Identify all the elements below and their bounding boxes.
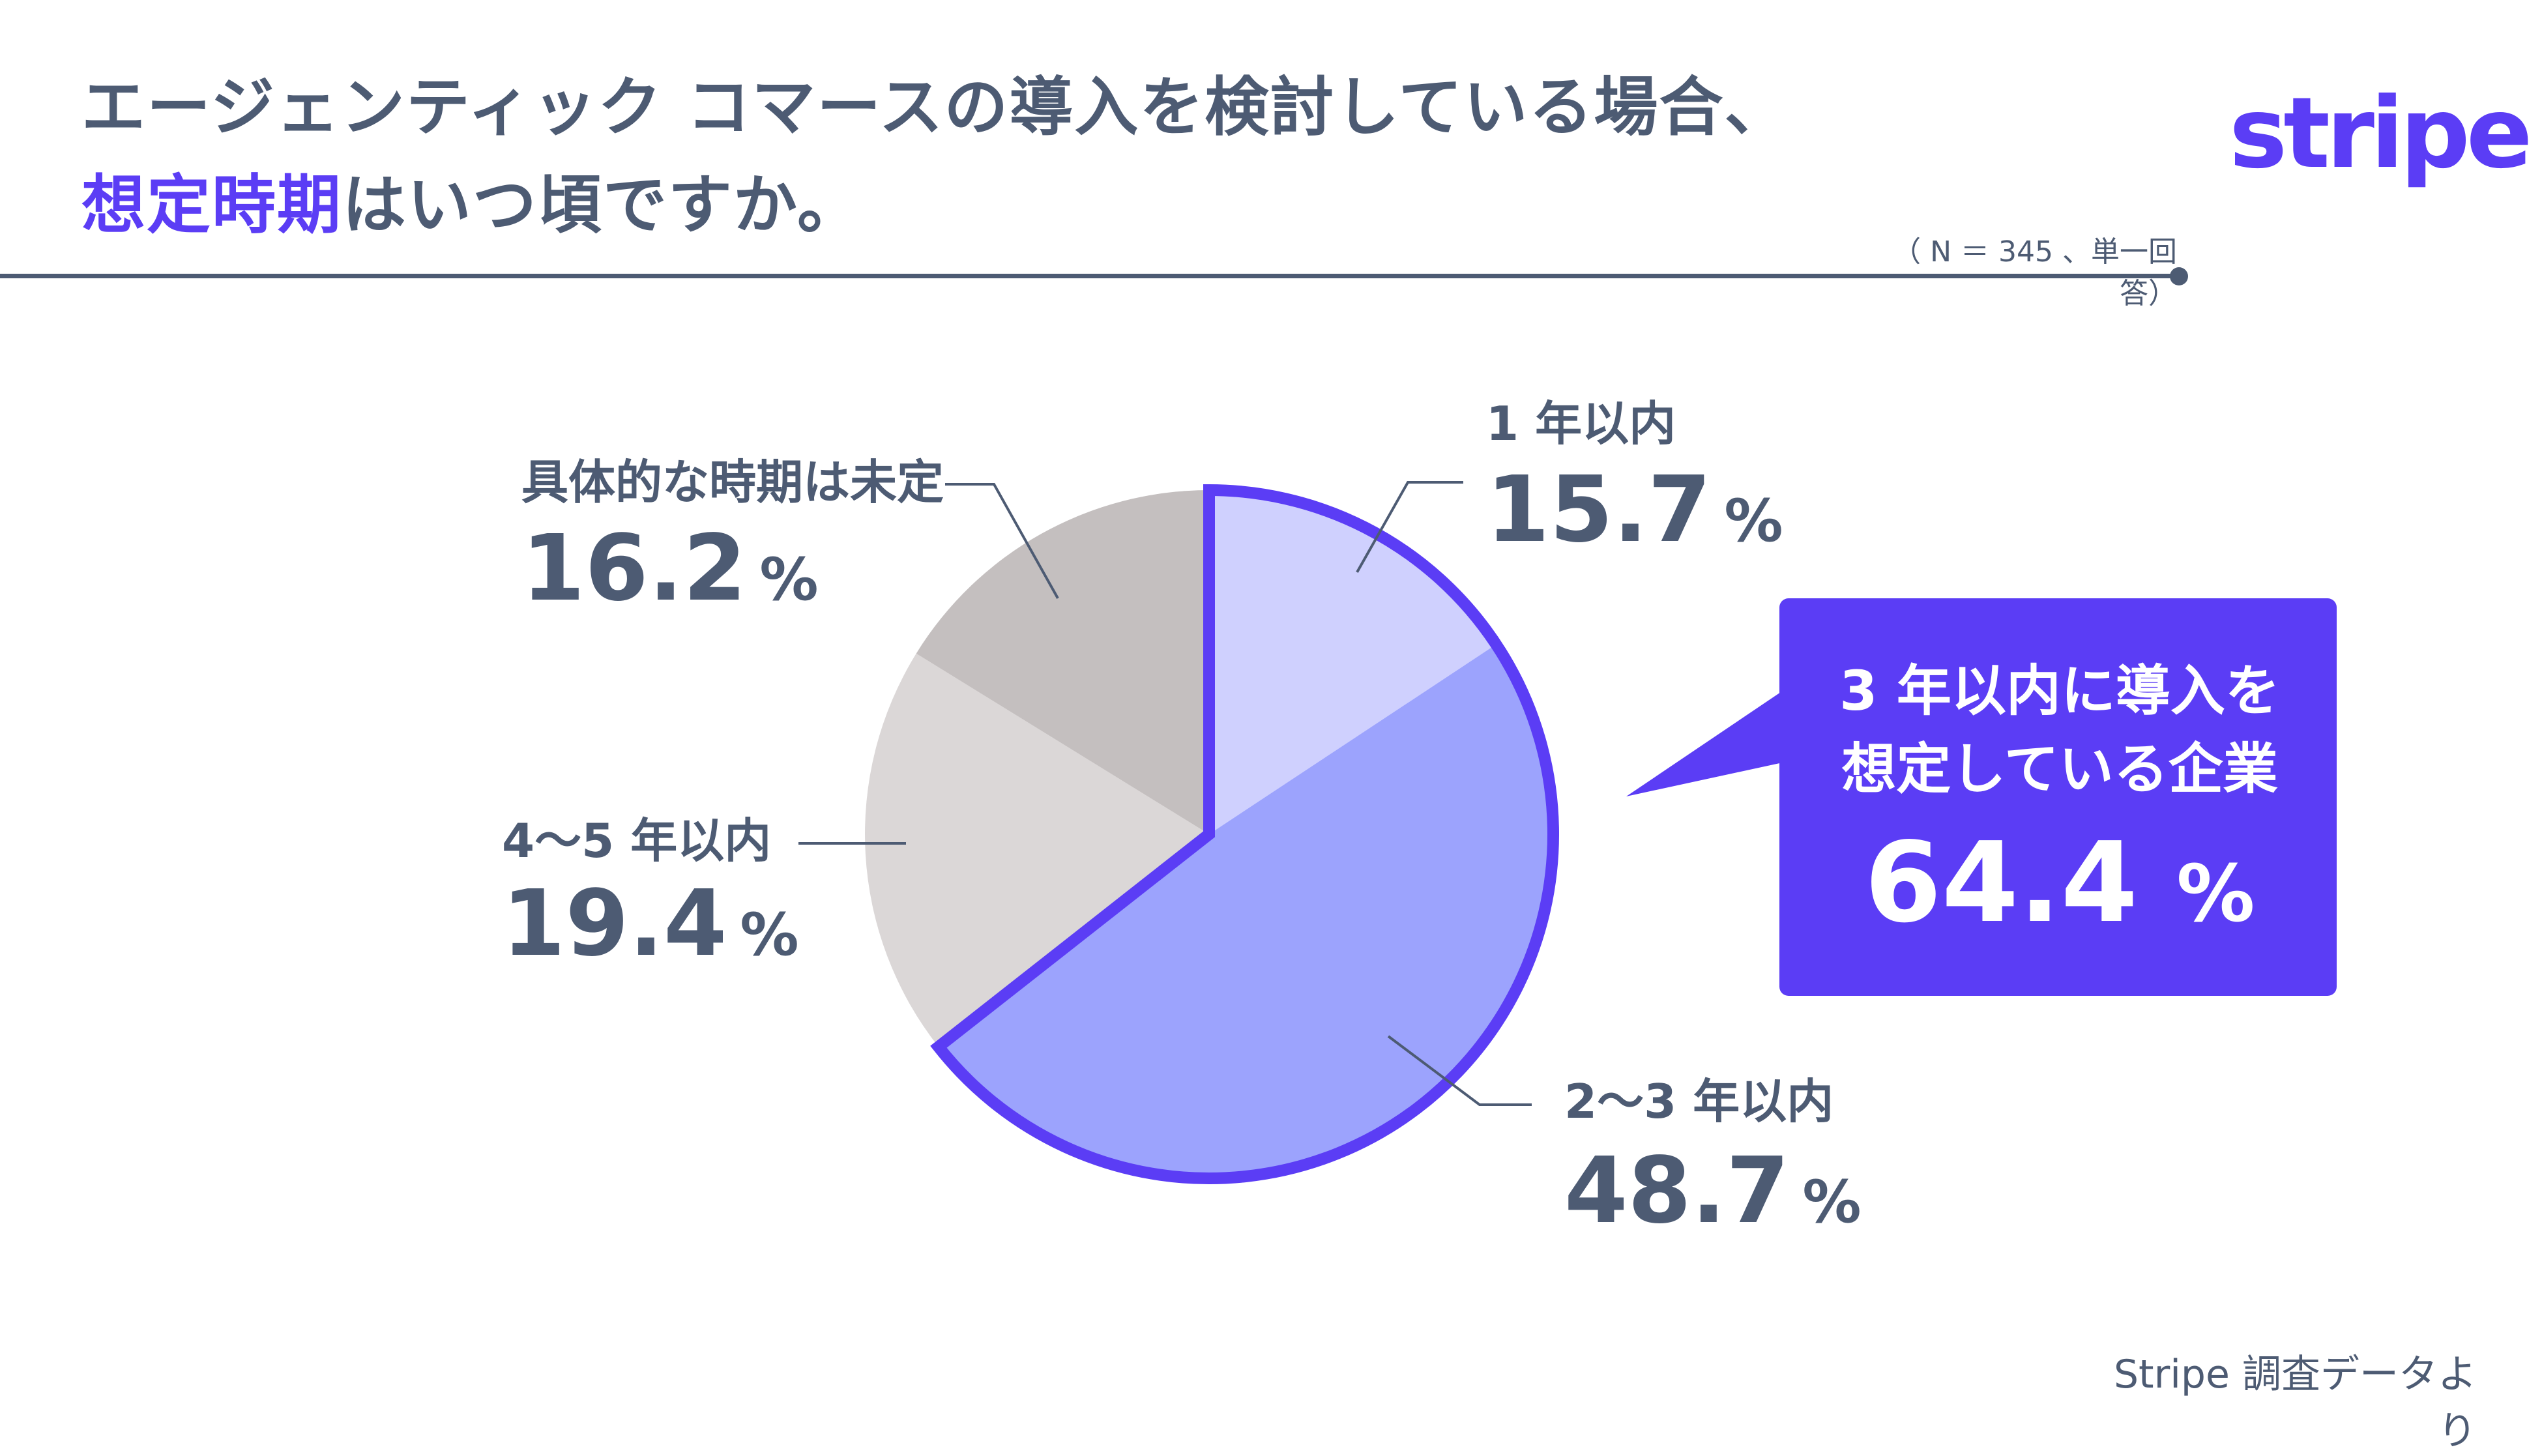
pie-slice-undecided bbox=[916, 490, 1209, 834]
stripe-logo: stripe bbox=[2229, 77, 2532, 190]
divider-end-dot bbox=[2170, 267, 2188, 285]
highlight-outline bbox=[930, 484, 1559, 1184]
slice-label-within-1-year: 1 年以内 bbox=[1486, 396, 1676, 451]
slice-value-within-4-5-years: 19.4% bbox=[502, 871, 799, 977]
leader-line-within-1-year bbox=[1356, 481, 1463, 573]
title-divider bbox=[0, 274, 2177, 278]
chart-title: エージェンティック コマースの導入を検討している場合、 想定時期はいつ頃ですか。 bbox=[81, 59, 1789, 254]
pie-slice-within-4-5-years bbox=[865, 653, 1209, 1047]
pie-slice-within-1-year bbox=[1209, 490, 1497, 834]
slice-value-within-1-year: 15.7% bbox=[1486, 457, 1783, 563]
callout-value: 64.4 % bbox=[1786, 815, 2333, 963]
callout-text: 3 年以内に導入を 想定している企業 64.4 % bbox=[1786, 652, 2333, 963]
callout-line-2: 想定している企業 bbox=[1841, 737, 2278, 801]
title-rest: はいつ頃ですか。 bbox=[342, 168, 863, 242]
callout-pointer bbox=[1626, 691, 1783, 796]
title-line-2: 想定時期はいつ頃ですか。 bbox=[81, 156, 1789, 254]
slice-value-unit: % bbox=[759, 546, 818, 614]
slice-label-undecided: 具体的な時期は未定 bbox=[521, 455, 944, 510]
slice-value-unit: % bbox=[1802, 1168, 1861, 1236]
sample-note: （ N ＝ 345 、単一回答） bbox=[1892, 235, 2177, 310]
title-line-1: エージェンティック コマースの導入を検討している場合、 bbox=[81, 70, 1790, 145]
leader-line-within-2-3-years bbox=[1387, 1035, 1532, 1106]
source-note: Stripe 調査データより bbox=[2113, 1352, 2477, 1454]
callout-box bbox=[1779, 598, 2337, 996]
slice-label-within-2-3-years: 2〜3 年以内 bbox=[1564, 1074, 1833, 1129]
callout-value-number: 64.4 bbox=[1864, 819, 2139, 948]
slice-label-within-4-5-years: 4〜5 年以内 bbox=[502, 813, 771, 868]
slice-value-within-2-3-years: 48.7% bbox=[1564, 1138, 1862, 1244]
leader-line-undecided bbox=[945, 483, 1059, 599]
callout-value-unit: % bbox=[2176, 849, 2255, 940]
slice-value-undecided: 16.2% bbox=[521, 516, 819, 622]
title-highlight: 想定時期 bbox=[81, 168, 343, 242]
slice-value-unit: % bbox=[1724, 487, 1783, 555]
slice-value-unit: % bbox=[740, 901, 798, 969]
callout-line-1: 3 年以内に導入を bbox=[1839, 659, 2280, 723]
